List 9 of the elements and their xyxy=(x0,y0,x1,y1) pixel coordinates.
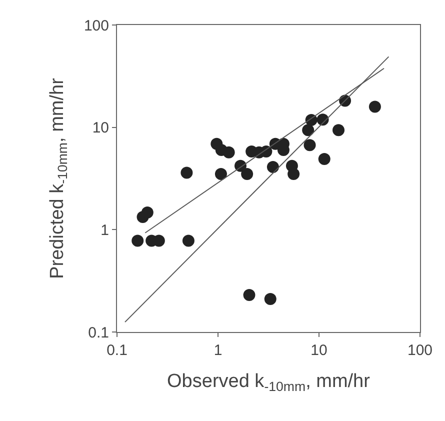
x-tick-label: 10 xyxy=(310,342,328,359)
y-tick-label: 10 xyxy=(92,120,109,137)
x-tick-label: 0.1 xyxy=(106,342,128,359)
x-axis-title: Observed k$_{-10mm}$, mm/hr xyxy=(167,370,371,394)
x-tick-label: 100 xyxy=(407,342,433,359)
y-tick-label: 0.1 xyxy=(88,324,109,342)
y-tick-label: 1 xyxy=(100,222,109,239)
y-tick-label: 100 xyxy=(84,17,109,34)
x-tick-label: 1 xyxy=(214,342,222,359)
